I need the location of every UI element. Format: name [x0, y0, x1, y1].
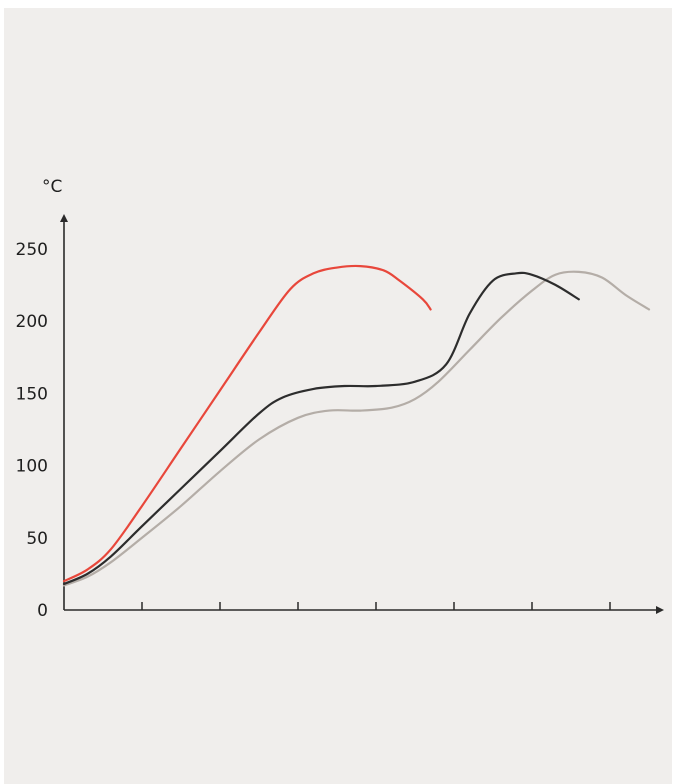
y-axis-ticks: 0 50 100 150 200 250	[16, 240, 48, 621]
y-axis-unit-label: °C	[42, 177, 62, 197]
chart-background	[4, 8, 672, 784]
x-axis-ticks	[141, 602, 611, 610]
series-line-grey	[62, 270, 651, 587]
series-line-red	[62, 264, 432, 583]
x-axis-arrow	[656, 606, 664, 614]
y-tick-label: 50	[26, 529, 48, 549]
y-tick-label: 100	[16, 457, 48, 477]
chart-axes	[60, 214, 664, 614]
y-axis-arrow	[60, 214, 68, 222]
series-line-black	[62, 271, 580, 586]
y-tick-label: 200	[16, 312, 48, 332]
y-tick-label: 250	[16, 240, 48, 260]
y-tick-label: 0	[37, 601, 48, 621]
series-layer	[62, 264, 651, 587]
y-tick-label: 150	[16, 384, 48, 404]
